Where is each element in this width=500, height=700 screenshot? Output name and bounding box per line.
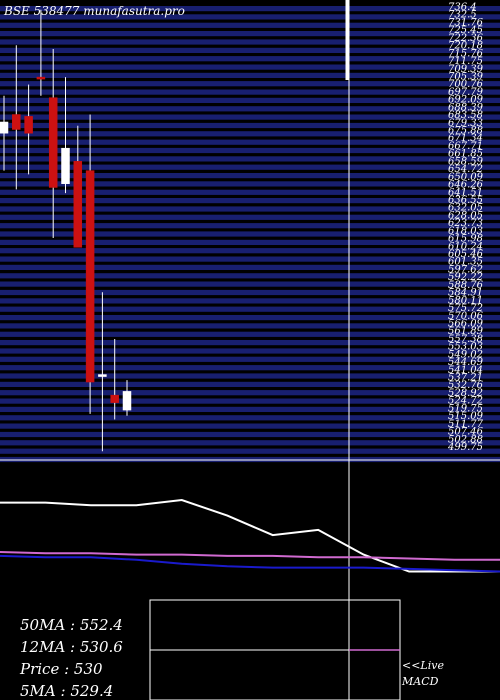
grid-band <box>0 140 500 145</box>
grid-band <box>0 432 500 437</box>
ma-stat-label: Price : 530 <box>19 660 103 678</box>
grid-band <box>0 273 500 278</box>
grid-band <box>0 131 500 136</box>
candle-body <box>25 116 33 133</box>
grid-band <box>0 399 500 404</box>
grid-band <box>0 123 500 128</box>
grid-band <box>0 424 500 429</box>
grid-band <box>0 390 500 395</box>
grid-band <box>0 449 500 454</box>
grid-band <box>0 290 500 295</box>
ma-stat-label: 5MA : 529.4 <box>20 682 113 700</box>
price-axis: 736.4732.5731.76725.45722.36720.18715.76… <box>447 2 484 453</box>
grid-band <box>0 340 500 345</box>
candle-body <box>12 115 20 130</box>
candle-body <box>0 122 8 133</box>
grid-band <box>0 315 500 320</box>
grid-band <box>0 81 500 86</box>
chart-title: BSE 538477 munafasutra.pro <box>3 4 185 18</box>
candle-body <box>111 395 119 402</box>
grid-band <box>0 348 500 353</box>
grid-band <box>0 257 500 262</box>
grid-band <box>0 373 500 378</box>
candle-body <box>62 148 70 184</box>
candle-body <box>37 77 45 79</box>
grid-band <box>0 90 500 95</box>
grid-band <box>0 323 500 328</box>
grid-band <box>0 407 500 412</box>
live-macd-label-line2[interactable]: MACD <box>401 675 439 688</box>
grid-band <box>0 248 500 253</box>
grid-band <box>0 156 500 161</box>
candle-body <box>98 375 106 377</box>
grid-band <box>0 56 500 61</box>
candle-body <box>49 98 57 188</box>
grid-band <box>0 98 500 103</box>
grid-band <box>0 357 500 362</box>
live-macd-label-line1[interactable]: <<Live <box>402 659 444 672</box>
grid-band <box>0 65 500 70</box>
ma-stat-label: 12MA : 530.6 <box>20 638 123 656</box>
grid-band <box>0 115 500 120</box>
price-tick-label: 499.75 <box>447 442 483 453</box>
grid-band <box>0 440 500 445</box>
grid-band <box>0 39 500 44</box>
candle-body <box>86 171 94 382</box>
grid-band <box>0 73 500 78</box>
grid-band <box>0 23 500 28</box>
grid-band <box>0 106 500 111</box>
grid-band <box>0 307 500 312</box>
grid-band <box>0 332 500 337</box>
grid-band <box>0 148 500 153</box>
grid-band <box>0 415 500 420</box>
grid-band <box>0 48 500 53</box>
ma-stat-label: 50MA : 552.4 <box>20 616 123 634</box>
grid-band <box>0 382 500 387</box>
grid-band <box>0 298 500 303</box>
grid-band <box>0 365 500 370</box>
grid-band <box>0 282 500 287</box>
candle-body <box>74 161 82 247</box>
candle-body <box>123 391 131 410</box>
grid-band <box>0 31 500 36</box>
grid-band <box>0 265 500 270</box>
